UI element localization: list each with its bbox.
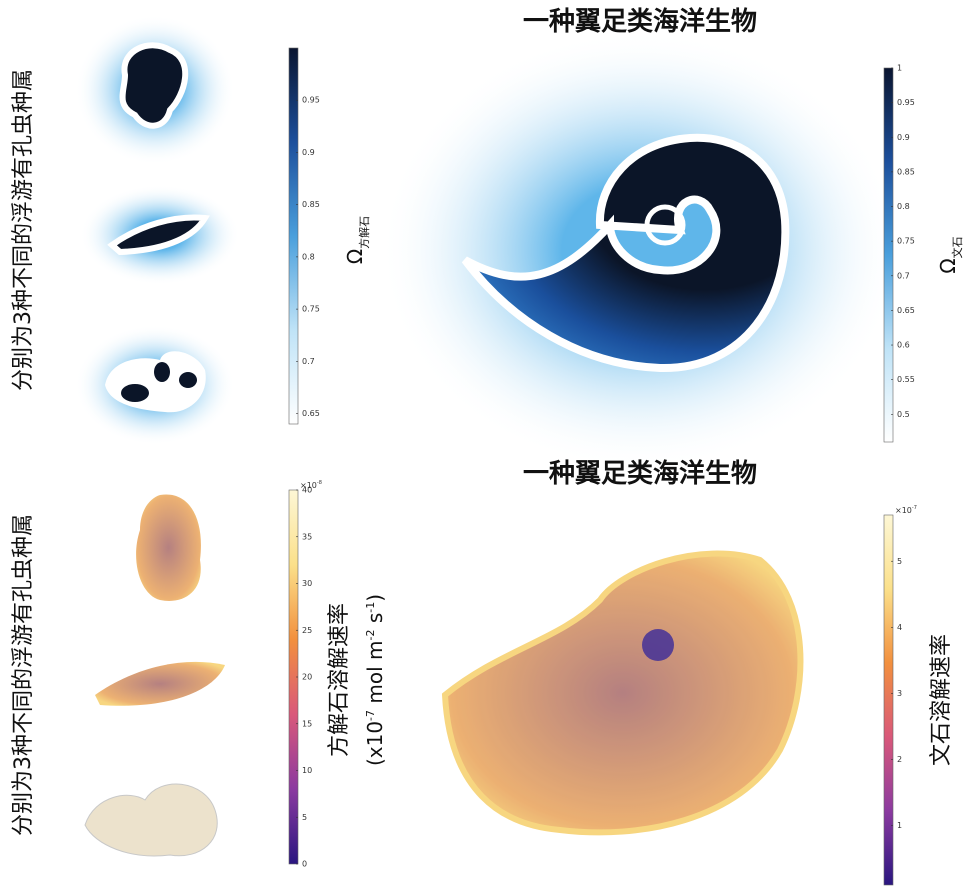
tick-label: 0.8 bbox=[897, 202, 910, 211]
colorbar-label: 文石溶解速率 bbox=[929, 634, 954, 766]
tick-label: 0 bbox=[302, 860, 307, 869]
tick-label: 35 bbox=[302, 532, 312, 541]
multiplier: ×10-8 bbox=[300, 480, 322, 490]
tick-label: 0.7 bbox=[302, 357, 315, 366]
subscript: 文石 bbox=[950, 236, 964, 258]
tick-label: 0.85 bbox=[897, 167, 915, 176]
colorbar-label: 方解石溶解速率 bbox=[327, 603, 352, 757]
unit-text: ) bbox=[363, 594, 387, 602]
tick-label: 40 bbox=[302, 486, 312, 495]
tick-label: 20 bbox=[302, 673, 312, 682]
colorbar bbox=[883, 67, 894, 443]
colorbar bbox=[883, 514, 894, 886]
multiplier-base: ×10 bbox=[300, 481, 317, 490]
side-label: 分别为3种不同的浮游有孔虫种属 bbox=[11, 514, 36, 836]
tick-label: 0.95 bbox=[302, 96, 320, 105]
multiplier: ×10-7 bbox=[895, 505, 917, 515]
panel-title: 一种翼足类海洋生物 bbox=[523, 458, 757, 489]
unit-exp: -1 bbox=[364, 602, 377, 613]
multiplier-base: ×10 bbox=[895, 506, 912, 515]
tick-label: 0.9 bbox=[302, 148, 315, 157]
tick-label: 5 bbox=[897, 557, 902, 566]
multiplier-exp: -8 bbox=[317, 480, 322, 486]
tick-label: 0.7 bbox=[897, 271, 910, 280]
tick-label: 4 bbox=[897, 623, 902, 632]
unit-exp: -2 bbox=[364, 630, 377, 641]
tick-label: 3 bbox=[897, 689, 902, 698]
colorbar-unit: (x10-7 mol m-2 s-1) bbox=[363, 594, 387, 766]
tick-label: 5 bbox=[302, 813, 307, 822]
symbol: Ω bbox=[936, 258, 960, 273]
colorbar bbox=[288, 47, 299, 425]
colorbar-label: Ω方解石 bbox=[343, 216, 371, 264]
tick-label: 0.55 bbox=[897, 375, 915, 384]
tick-label: 25 bbox=[302, 626, 312, 635]
illustrations bbox=[75, 15, 900, 857]
unit-exp: -7 bbox=[364, 710, 377, 721]
unit-text: s bbox=[363, 613, 387, 630]
tick-label: 0.5 bbox=[897, 410, 910, 419]
multiplier-exp: -7 bbox=[912, 505, 917, 511]
tick-label: 0.75 bbox=[897, 237, 915, 246]
symbol: Ω bbox=[343, 249, 367, 264]
colorbar-label: Ω文石 bbox=[936, 236, 964, 273]
tick-label: 15 bbox=[302, 719, 312, 728]
tick-label: 1 bbox=[897, 821, 902, 830]
tick-label: 0.95 bbox=[897, 98, 915, 107]
tick-label: 2 bbox=[897, 755, 902, 764]
tick-label: 30 bbox=[302, 579, 312, 588]
tick-label: 0.6 bbox=[897, 341, 910, 350]
tick-label: 0.65 bbox=[302, 409, 320, 418]
tick-label: 1 bbox=[897, 64, 902, 73]
side-label: 分别为3种不同的浮游有孔虫种属 bbox=[11, 69, 36, 391]
subscript: 方解石 bbox=[357, 216, 371, 249]
unit-text: mol m bbox=[363, 640, 387, 709]
panel-title: 一种翼足类海洋生物 bbox=[523, 6, 757, 37]
tick-label: 0.8 bbox=[302, 252, 315, 261]
tick-label: 0.9 bbox=[897, 133, 910, 142]
tick-label: 0.65 bbox=[897, 306, 915, 315]
tick-label: 10 bbox=[302, 766, 312, 775]
tick-label: 0.75 bbox=[302, 305, 320, 314]
tick-label: 0.85 bbox=[302, 200, 320, 209]
unit-text: (x10 bbox=[363, 721, 387, 766]
